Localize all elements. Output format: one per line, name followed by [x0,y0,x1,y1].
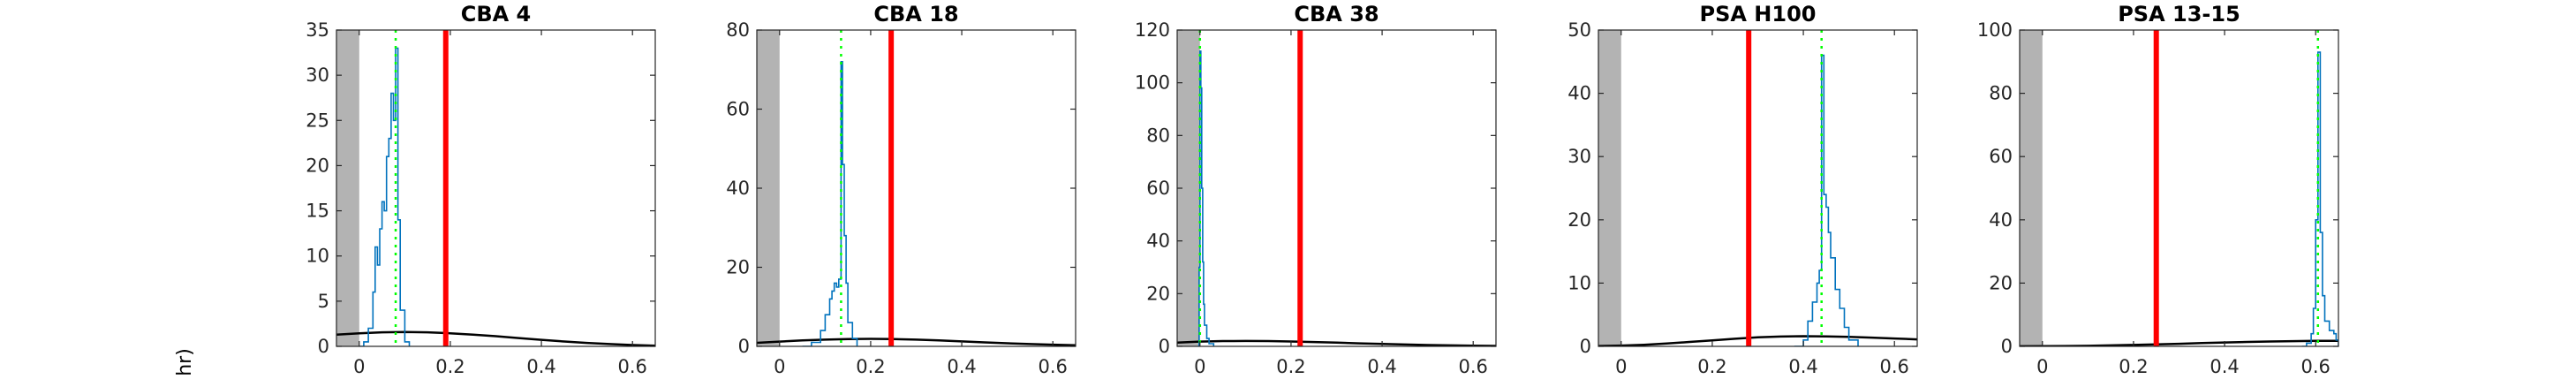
y-tick-label: 40 [1568,83,1591,104]
x-tick-label: 0.4 [1788,356,1817,377]
axes-box [2019,29,2339,347]
x-tick-label: 0.6 [1459,356,1488,377]
histogram-series [359,47,411,346]
x-tick-label: 0 [774,356,785,377]
y-tick-label: 60 [1146,178,1170,199]
chart-title: CBA 18 [873,2,958,27]
y-tick-label: 10 [306,246,329,267]
plot-area [757,30,1076,346]
chart-title: CBA 38 [1294,2,1379,27]
x-tick-label: 0.2 [856,356,885,377]
x-tick-label: 0 [2036,356,2048,377]
x-tick-label: 0.4 [947,356,976,377]
axes-box [1176,29,1497,347]
density-curve [2020,339,2338,346]
plot-area [2020,30,2338,346]
chart-title: PSA 13-15 [2118,2,2240,27]
plot-area [1598,30,1917,346]
histogram-series [1794,54,1859,346]
axes-box [1598,29,1918,347]
y-tick-label: 60 [1989,146,2013,167]
y-tick-label: 5 [318,291,329,312]
x-tick-label: 0.2 [435,356,465,377]
y-tick-label: 0 [2001,336,2013,357]
y-tick-label: 0 [738,336,750,357]
x-tick-label: 0.4 [2210,356,2239,377]
chart-panel-4: 0 0.2 0.4 0.6 0 10 20 30 40 50 PSA H100 [1568,2,1918,377]
y-tick-label: 40 [1146,231,1170,252]
plot-area [1177,30,1496,346]
y-tick-label: 80 [726,19,750,41]
histogram-series [1197,50,1215,346]
y-tick-label: 20 [1568,209,1591,231]
y-tick-label: 0 [1580,336,1591,357]
density-curve [1177,339,1496,346]
y-tick-label: 120 [1135,19,1170,41]
y-tick-label: 25 [306,110,329,131]
y-tick-label: 0 [318,336,329,357]
y-tick-label: 35 [306,19,329,41]
axes-box [336,29,656,347]
y-tick-label: 20 [1989,272,2013,293]
y-tick-label: 20 [306,155,329,176]
x-tick-label: 0.4 [1367,356,1396,377]
histogram-series [802,61,858,346]
y-tick-label: 40 [726,178,750,199]
y-tick-label: 15 [306,201,329,222]
y-tick-label: 60 [726,99,750,120]
histogram-series [2301,51,2338,346]
chart-title: CBA 4 [461,2,532,27]
x-tick-label: 0.4 [526,356,555,377]
chart-panel-3: 0 0.2 0.4 0.6 0 20 40 60 80 100 120 CBA 38 [1135,2,1497,377]
y-tick-label: 40 [1989,209,2013,231]
x-tick-label: 0.2 [1276,356,1305,377]
x-tick-label: 0 [353,356,365,377]
x-tick-label: 0.2 [1697,356,1726,377]
y-tick-label: 30 [1568,146,1591,167]
y-tick-label: 30 [306,64,329,86]
x-tick-label: 0.6 [618,356,647,377]
y-tick-label: 0 [1159,336,1170,357]
chart-panel-1: 0 0.2 0.4 0.6 0 5 10 15 20 25 30 35 CBA 4 [306,2,656,377]
chart-panel-5: 0 0.2 0.4 0.6 0 20 40 60 80 100 PSA 13-15 [1977,2,2339,377]
shaded-region [336,30,359,346]
y-tick-label: 100 [1135,72,1170,94]
y-tick-label: 80 [1989,83,2013,104]
axes-box [756,29,1076,347]
chart-title: PSA H100 [1700,2,1817,27]
density-curve [336,330,655,346]
y-tick-label: 80 [1146,125,1170,146]
shaded-region [1598,30,1621,346]
y-tick-label: 10 [1568,272,1591,293]
x-tick-label: 0.6 [1880,356,1909,377]
y-axis-label-fragment: hr) [174,348,196,376]
y-tick-label: 20 [726,257,750,278]
x-tick-label: 0.2 [2119,356,2148,377]
y-tick-label: 100 [1977,19,2013,41]
x-tick-label: 0.6 [2301,356,2330,377]
x-tick-label: 0.6 [1039,356,1068,377]
shaded-region [2020,30,2043,346]
y-tick-label: 20 [1146,283,1170,304]
density-curve [1598,335,1917,346]
plot-area [336,30,655,346]
chart-panel-2: 0 0.2 0.4 0.6 0 20 40 60 80 CBA 18 [726,2,1076,377]
density-curve [757,338,1076,346]
x-tick-label: 0 [1615,356,1627,377]
x-tick-label: 0 [1194,356,1205,377]
y-tick-label: 50 [1568,19,1591,41]
